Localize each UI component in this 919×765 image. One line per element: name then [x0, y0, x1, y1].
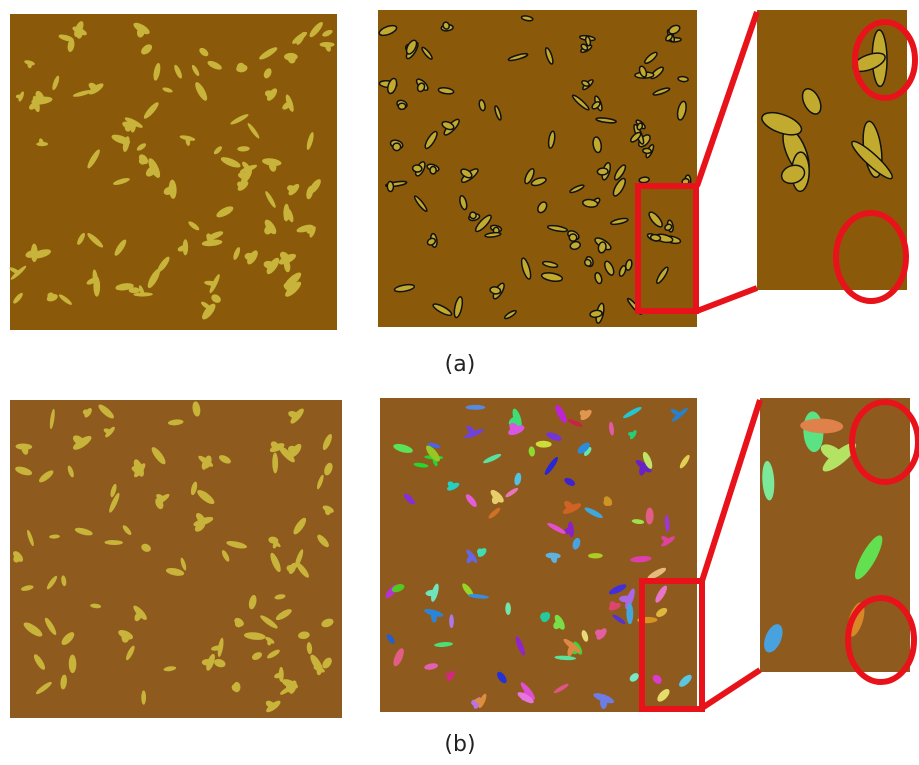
panel-label: (b) — [444, 732, 475, 757]
particle — [412, 164, 422, 172]
particle — [202, 659, 213, 666]
image-panel — [760, 398, 910, 672]
particle — [398, 103, 405, 109]
zoom-line — [702, 670, 760, 708]
image-panel — [380, 398, 697, 712]
particle — [449, 614, 454, 628]
particle — [619, 596, 632, 603]
particle — [643, 148, 652, 154]
figure: (a) (b) — [0, 0, 919, 765]
particle — [393, 143, 401, 151]
zoom-line — [697, 12, 757, 186]
particle — [597, 168, 608, 175]
image-panel — [9, 14, 337, 330]
particle — [430, 166, 436, 174]
zoom-line — [702, 400, 760, 581]
image-panel — [10, 400, 342, 718]
image-panel — [378, 10, 697, 327]
panel-label: (a) — [445, 352, 476, 377]
particle — [466, 405, 486, 410]
particle — [639, 177, 650, 184]
particle — [569, 233, 578, 241]
particle — [387, 181, 393, 191]
image-background — [760, 398, 910, 672]
particle — [678, 76, 689, 82]
zoom-line — [697, 288, 757, 311]
image-panel — [757, 10, 907, 290]
